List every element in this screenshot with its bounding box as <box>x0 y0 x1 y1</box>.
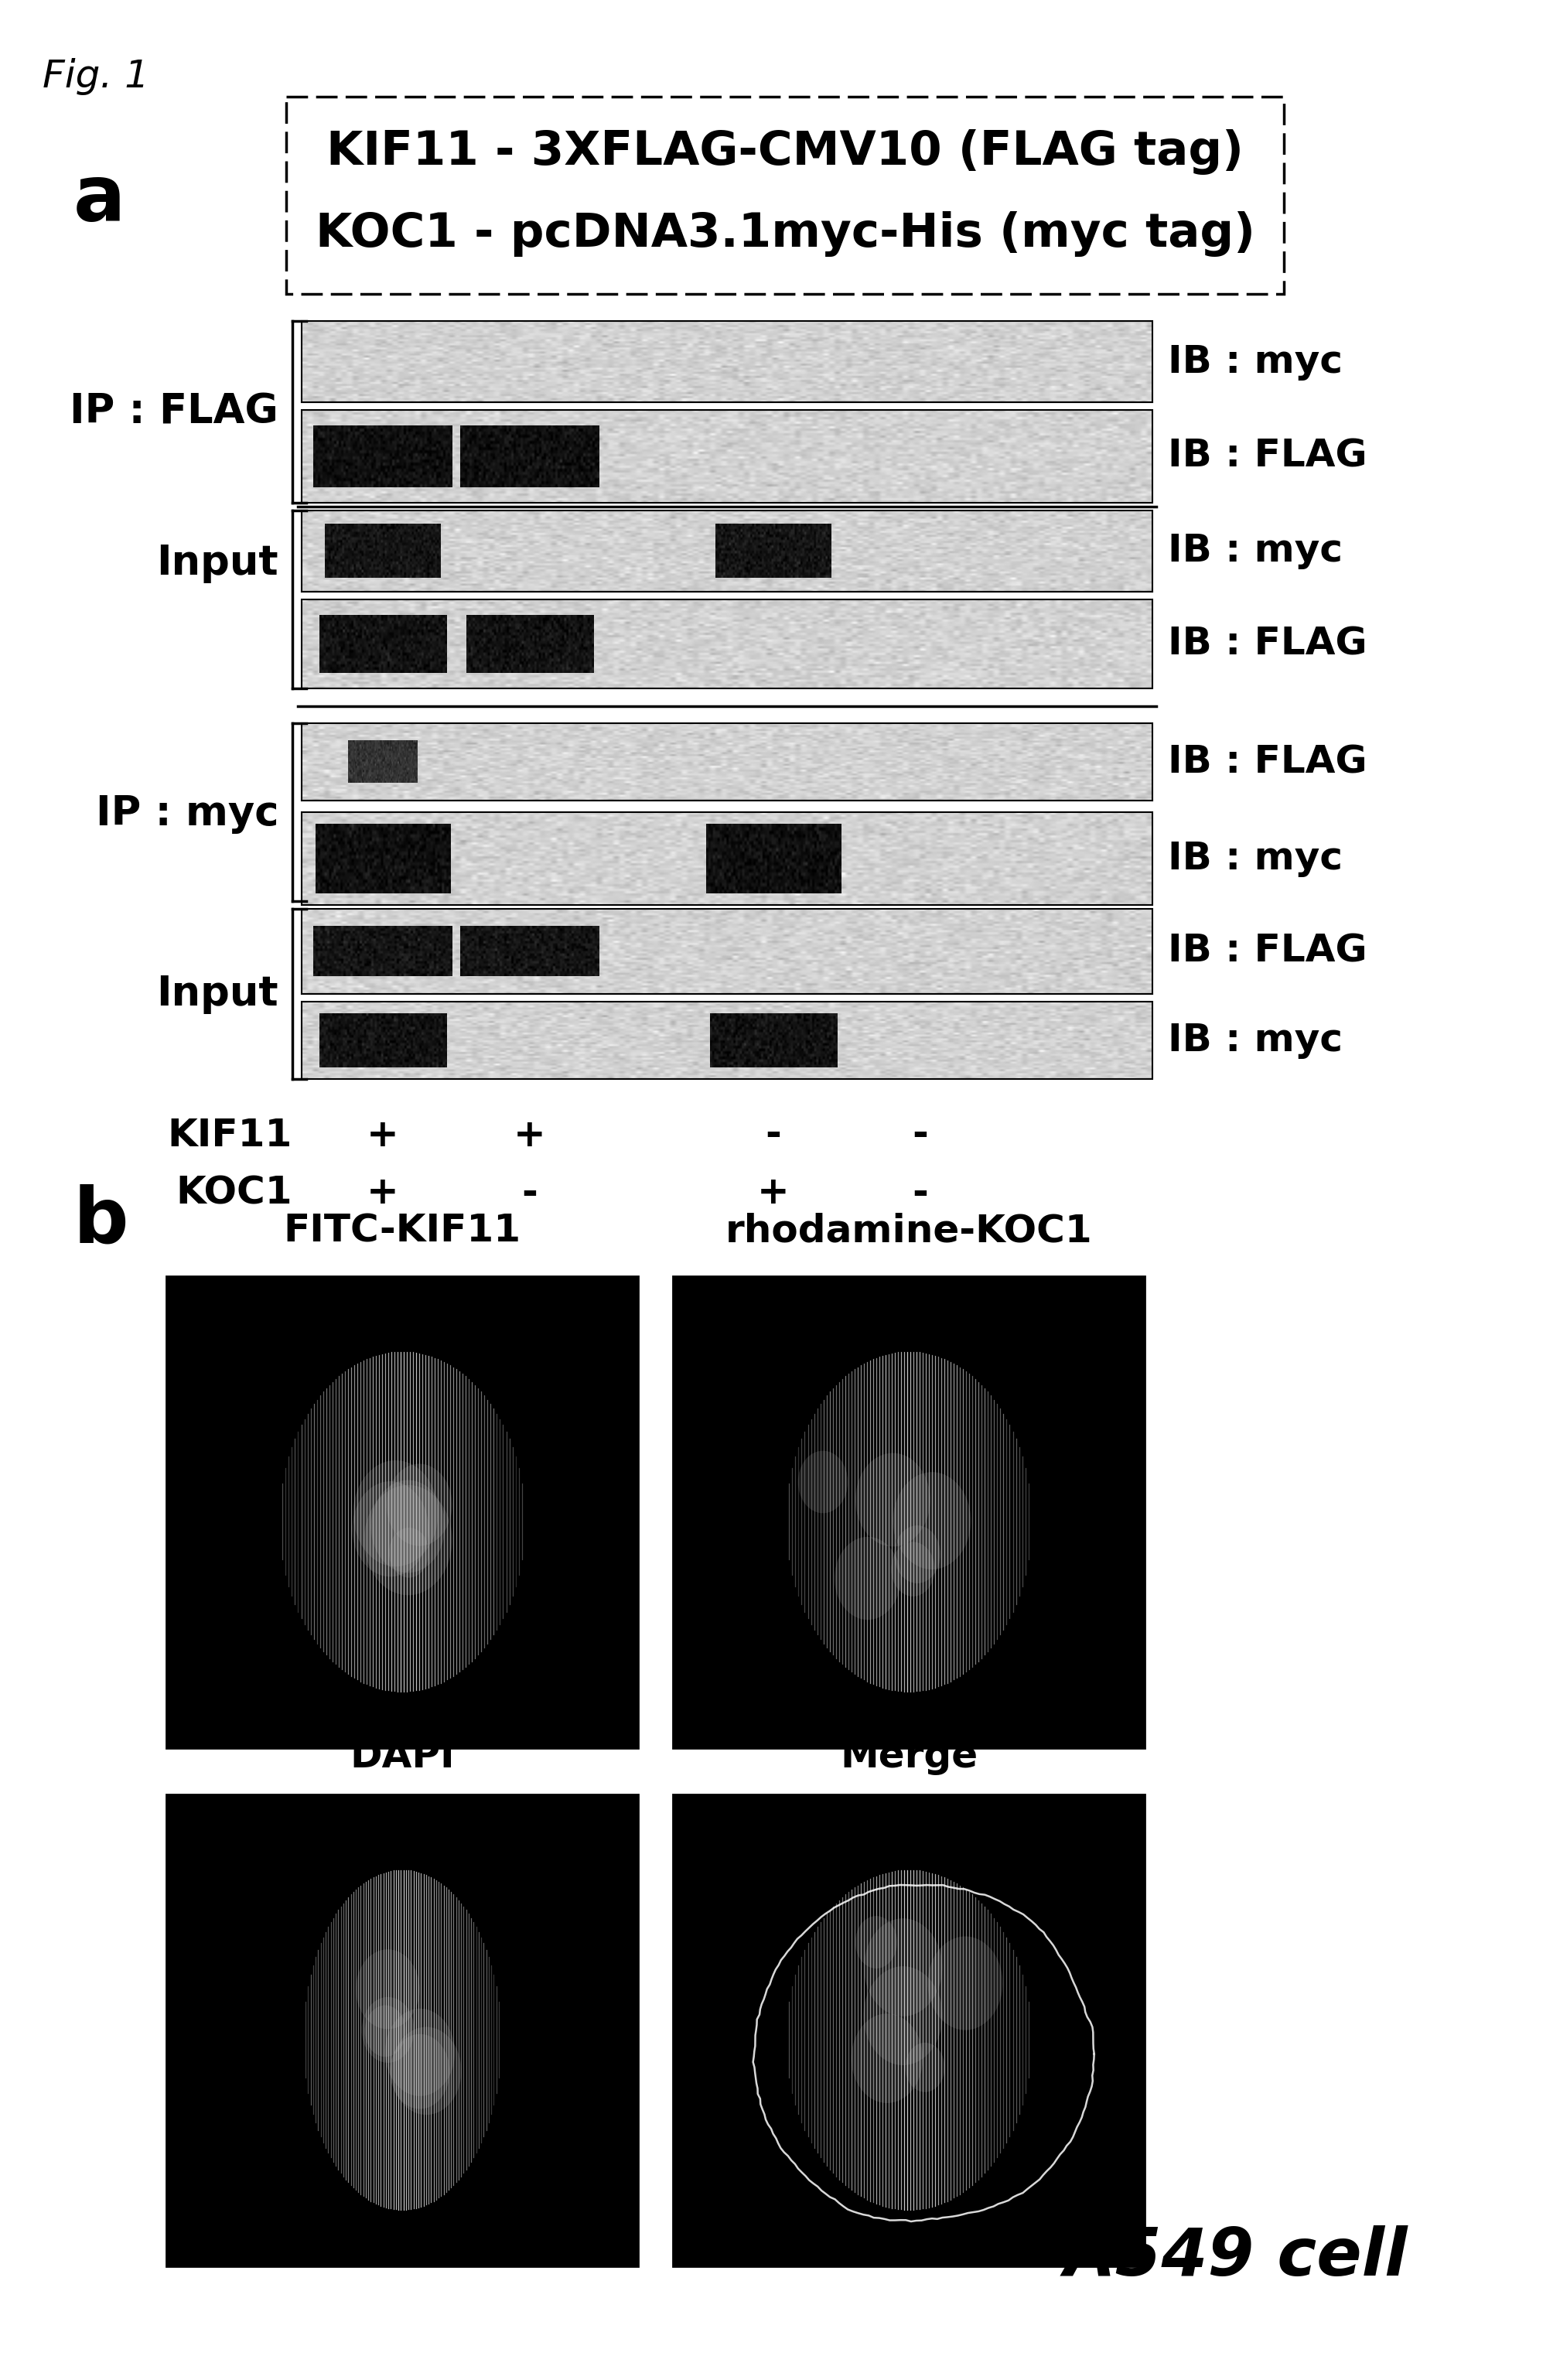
Text: IB : FLAG: IB : FLAG <box>1168 933 1367 971</box>
Text: -: - <box>521 1176 538 1211</box>
Ellipse shape <box>894 1526 941 1583</box>
Bar <box>167 1795 638 2266</box>
Bar <box>301 321 1153 402</box>
Text: IB : myc: IB : myc <box>1168 1021 1343 1059</box>
Text: KOC1 - pcDNA3.1myc-His (myc tag): KOC1 - pcDNA3.1myc-His (myc tag) <box>315 212 1254 257</box>
Bar <box>301 600 1153 688</box>
Ellipse shape <box>363 1485 452 1595</box>
Ellipse shape <box>835 1537 900 1621</box>
Ellipse shape <box>371 1480 445 1573</box>
Text: DAPI: DAPI <box>349 1737 454 1775</box>
Text: IB : myc: IB : myc <box>1168 533 1343 569</box>
Text: KIF11 - 3XFLAG-CMV10 (FLAG tag): KIF11 - 3XFLAG-CMV10 (FLAG tag) <box>326 129 1243 176</box>
Ellipse shape <box>928 1937 1003 2030</box>
Ellipse shape <box>356 1949 420 2030</box>
Ellipse shape <box>388 1528 429 1578</box>
Text: IB : myc: IB : myc <box>1168 840 1343 878</box>
Text: +: + <box>513 1116 546 1154</box>
Text: KOC1: KOC1 <box>176 1176 292 1211</box>
Text: IB : FLAG: IB : FLAG <box>1168 743 1367 781</box>
Text: b: b <box>73 1183 129 1259</box>
Bar <box>301 724 1153 800</box>
Ellipse shape <box>362 1997 415 2063</box>
Ellipse shape <box>387 1464 452 1547</box>
Bar <box>672 1276 1145 1747</box>
Text: +: + <box>367 1116 399 1154</box>
Ellipse shape <box>392 2028 462 2116</box>
Text: a: a <box>73 162 126 238</box>
Text: IB : FLAG: IB : FLAG <box>1168 438 1367 476</box>
Ellipse shape <box>799 1452 849 1514</box>
Bar <box>301 1002 1153 1078</box>
Text: -: - <box>913 1116 928 1154</box>
Text: Input: Input <box>156 543 278 583</box>
Bar <box>167 1276 638 1747</box>
Text: A549 cell: A549 cell <box>1064 2225 1407 2290</box>
FancyBboxPatch shape <box>285 98 1284 293</box>
Text: IB : FLAG: IB : FLAG <box>1168 626 1367 662</box>
Text: Input: Input <box>156 973 278 1014</box>
Ellipse shape <box>855 1454 930 1547</box>
Bar <box>301 509 1153 593</box>
Ellipse shape <box>905 2042 945 2092</box>
Text: Fig. 1: Fig. 1 <box>42 57 150 95</box>
Ellipse shape <box>892 1473 970 1568</box>
Text: Merge: Merge <box>839 1737 978 1775</box>
Ellipse shape <box>855 1916 897 1968</box>
Ellipse shape <box>863 1966 942 2066</box>
Text: IP : myc: IP : myc <box>95 793 278 833</box>
Ellipse shape <box>864 1918 942 2016</box>
Ellipse shape <box>390 2035 449 2109</box>
Ellipse shape <box>852 2013 924 2104</box>
Text: IP : FLAG: IP : FLAG <box>70 393 278 433</box>
Bar <box>301 409 1153 502</box>
Ellipse shape <box>891 1542 934 1597</box>
Text: IB : myc: IB : myc <box>1168 343 1343 381</box>
Text: FITC-KIF11: FITC-KIF11 <box>284 1211 521 1250</box>
Ellipse shape <box>385 2009 456 2097</box>
Ellipse shape <box>365 2006 406 2056</box>
Bar <box>301 909 1153 995</box>
Text: +: + <box>367 1176 399 1211</box>
Bar <box>301 812 1153 904</box>
Ellipse shape <box>353 1480 429 1576</box>
Bar <box>672 1795 1145 2266</box>
Text: +: + <box>757 1176 789 1211</box>
Text: rhodamine-KOC1: rhodamine-KOC1 <box>725 1211 1092 1250</box>
Text: KIF11: KIF11 <box>167 1116 292 1154</box>
Text: -: - <box>913 1176 928 1211</box>
Text: -: - <box>766 1116 782 1154</box>
Ellipse shape <box>353 1461 438 1566</box>
